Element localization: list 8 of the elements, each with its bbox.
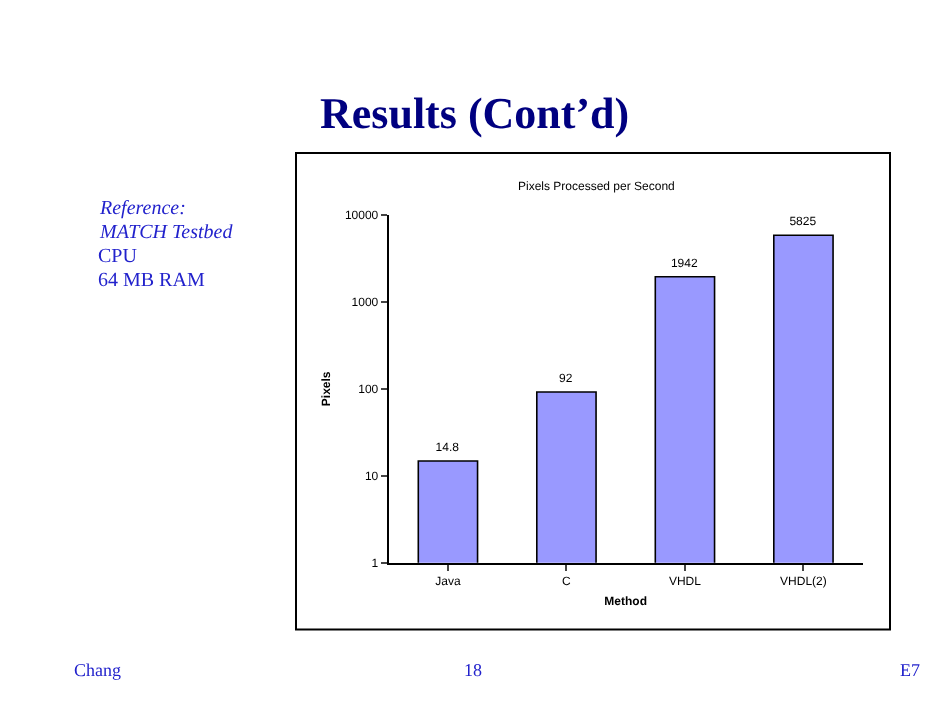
text: 18 — [464, 660, 483, 680]
text: 64 MB RAM — [98, 270, 205, 292]
text: E7 — [900, 660, 921, 680]
chart-title: Results (Cont’d) — [320, 88, 630, 138]
text: MATCH Testbed — [98, 222, 235, 244]
text: Chang — [74, 660, 122, 680]
text: Reference: — [98, 198, 186, 220]
text: CPU — [98, 246, 139, 268]
